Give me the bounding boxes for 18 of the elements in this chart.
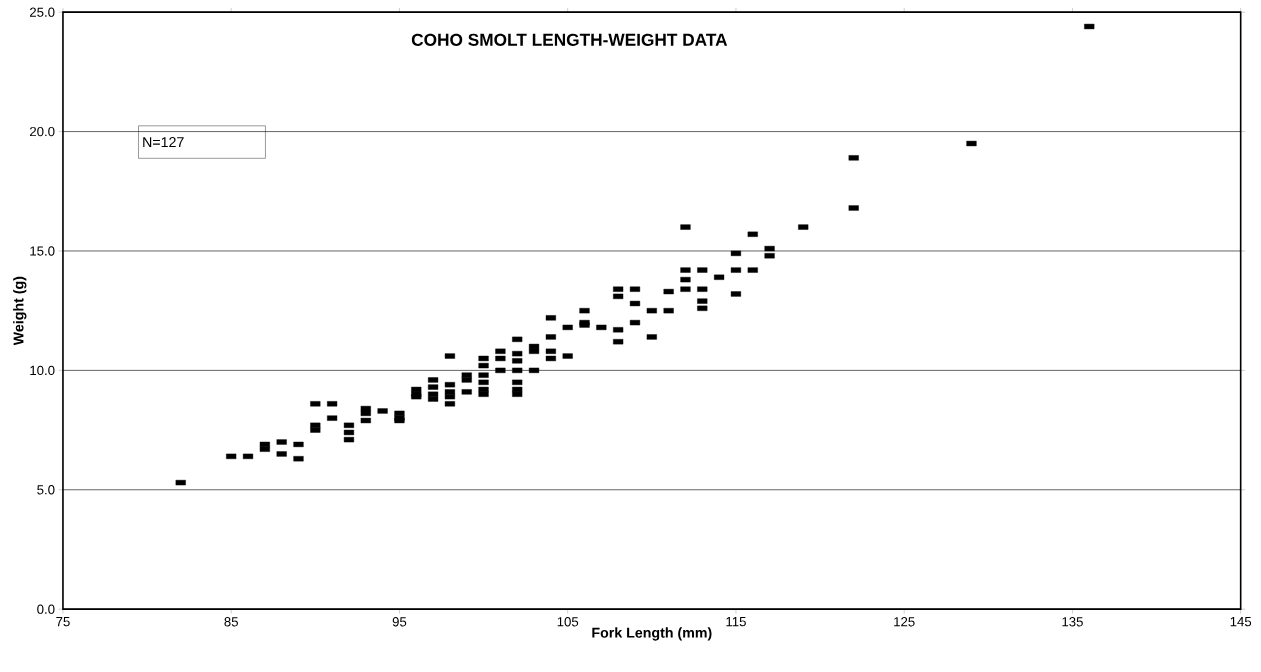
y-tick-label: 5.0 bbox=[37, 485, 55, 495]
y-tick-label: 10.0 bbox=[30, 365, 55, 375]
x-tick-label: 75 bbox=[56, 617, 70, 627]
x-tick-label: 95 bbox=[392, 617, 407, 627]
x-tick-label: 115 bbox=[726, 617, 746, 627]
x-axis-title: Fork Length (mm) bbox=[592, 627, 712, 641]
x-tick-label: 105 bbox=[557, 617, 579, 627]
annotation: N=127 bbox=[143, 137, 184, 147]
y-axis-title: Weight (g) bbox=[13, 276, 27, 346]
x-tick-label: 145 bbox=[1230, 617, 1252, 627]
x-tick-label: 125 bbox=[894, 617, 915, 627]
x-tick-label: 85 bbox=[224, 617, 238, 627]
y-tick-label: 25.0 bbox=[30, 7, 55, 17]
y-tick-label: 20.0 bbox=[30, 126, 55, 137]
y-tick-label: 15.0 bbox=[30, 246, 55, 256]
y-tick-label: 0.0 bbox=[37, 604, 55, 614]
x-tick-label: 135 bbox=[1062, 617, 1083, 627]
text: COHO SMOLT LENGTH-WEIGHT DATA bbox=[411, 33, 728, 46]
